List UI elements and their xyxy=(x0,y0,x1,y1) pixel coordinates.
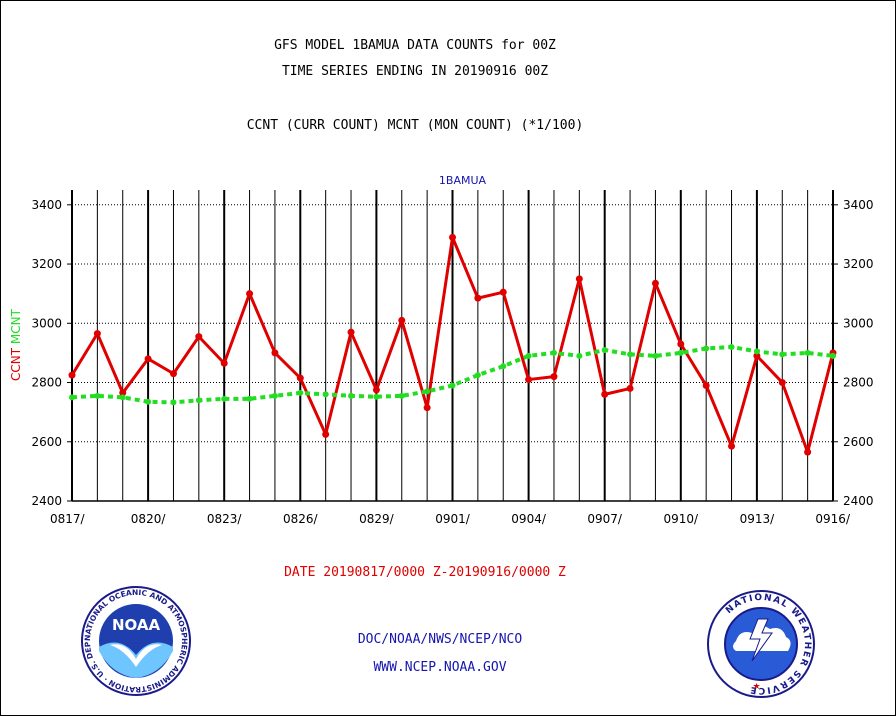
noaa-label: NOAA xyxy=(112,616,161,634)
x-tick-label: 0826/ xyxy=(283,512,319,526)
y-tick-label-right: 2800 xyxy=(843,376,874,390)
data-point-mcnt xyxy=(297,389,304,396)
data-point-ccnt xyxy=(575,275,583,283)
data-point-mcnt xyxy=(69,394,75,401)
data-point-mcnt xyxy=(576,352,583,359)
y-tick-label-left: 2600 xyxy=(31,435,62,449)
data-point-mcnt xyxy=(703,345,710,352)
data-point-mcnt xyxy=(271,392,278,399)
x-tick-label: 0829/ xyxy=(359,512,395,526)
data-point-mcnt xyxy=(550,349,557,356)
y-axis-label-ccnt: CCNT xyxy=(9,347,23,381)
data-point-mcnt xyxy=(627,351,634,358)
data-point-mcnt xyxy=(753,348,760,355)
data-point-mcnt xyxy=(195,397,202,404)
data-point-ccnt xyxy=(271,349,279,357)
y-tick-label-left: 2400 xyxy=(31,494,62,508)
panel-title: 1BAMUA xyxy=(439,174,487,187)
data-point-ccnt xyxy=(372,386,380,394)
data-point-ccnt xyxy=(398,316,406,324)
y-tick-label-right: 3400 xyxy=(843,198,874,212)
data-point-mcnt xyxy=(373,393,380,400)
x-tick-label: 0823/ xyxy=(207,512,243,526)
credit-line: DOC/NOAA/NWS/NCEP/NCO xyxy=(357,632,523,647)
data-point-ccnt xyxy=(601,390,609,398)
data-point-ccnt xyxy=(119,389,127,397)
y-tick-label-left: 2800 xyxy=(31,376,62,390)
data-point-ccnt xyxy=(296,374,304,382)
x-tick-label: 0913/ xyxy=(740,512,776,526)
data-point-mcnt xyxy=(348,392,355,399)
data-point-ccnt xyxy=(525,376,533,384)
date-range-label: DATE 20190817/0000 Z-20190916/0000 Z xyxy=(284,565,566,580)
data-point-mcnt xyxy=(246,395,253,402)
y-tick-label-left: 3000 xyxy=(31,316,62,330)
data-point-mcnt xyxy=(474,372,481,379)
data-point-ccnt xyxy=(246,290,254,298)
data-point-mcnt xyxy=(145,398,152,405)
data-point-mcnt xyxy=(424,388,431,395)
y-tick-label-right: 2600 xyxy=(843,435,874,449)
data-point-mcnt xyxy=(119,394,126,401)
data-point-ccnt xyxy=(220,359,228,367)
x-tick-label: 0904/ xyxy=(511,512,547,526)
y-axis-label-mcnt: MCNT xyxy=(9,308,23,348)
data-point-ccnt xyxy=(778,379,786,387)
data-point-ccnt xyxy=(347,328,355,336)
y-tick-label-right: 3200 xyxy=(843,257,874,271)
data-point-ccnt xyxy=(474,294,482,302)
data-point-ccnt xyxy=(728,442,736,450)
noaa-logo-icon: NATIONAL OCEANIC AND ATMOSPHERIC ADMINIS… xyxy=(80,585,191,696)
chart-title: GFS MODEL 1BAMUA DATA COUNTS for 00Z xyxy=(274,38,556,53)
data-point-ccnt xyxy=(144,355,152,363)
y-tick-label-left: 3400 xyxy=(31,198,62,212)
credit-url: WWW.NCEP.NOAA.GOV xyxy=(373,660,507,675)
x-tick-label: 0910/ xyxy=(664,512,700,526)
x-tick-label: 0820/ xyxy=(131,512,167,526)
data-point-mcnt xyxy=(398,392,405,399)
data-point-mcnt xyxy=(728,343,735,350)
data-point-ccnt xyxy=(423,404,431,412)
data-point-mcnt xyxy=(449,382,456,389)
data-point-ccnt xyxy=(702,381,710,389)
y-tick-label-right: 3000 xyxy=(843,316,874,330)
data-point-ccnt xyxy=(449,233,456,241)
data-point-ccnt xyxy=(677,340,685,348)
x-tick-label: 0907/ xyxy=(587,512,623,526)
data-point-ccnt xyxy=(499,288,507,296)
data-point-ccnt xyxy=(753,352,761,360)
chart-title-line2: TIME SERIES ENDING IN 20190916 00Z xyxy=(281,64,549,79)
y-tick-label-left: 3200 xyxy=(31,257,62,271)
data-point-mcnt xyxy=(830,352,836,359)
data-point-ccnt xyxy=(651,279,659,287)
data-point-mcnt xyxy=(525,352,532,359)
data-point-ccnt xyxy=(804,448,812,456)
y-tick-label-right: 2400 xyxy=(843,494,874,508)
data-point-mcnt xyxy=(804,349,811,356)
nws-logo-icon: NATIONAL WEATHER SERVICE xyxy=(707,590,815,698)
data-point-mcnt xyxy=(677,349,684,356)
data-point-ccnt xyxy=(169,370,177,378)
data-point-mcnt xyxy=(94,392,101,399)
data-point-mcnt xyxy=(170,399,177,406)
data-point-ccnt xyxy=(195,333,203,341)
data-point-ccnt xyxy=(550,373,558,381)
data-point-mcnt xyxy=(500,363,507,370)
data-point-ccnt xyxy=(93,330,101,338)
data-point-mcnt xyxy=(322,391,329,398)
x-tick-label: 0901/ xyxy=(435,512,471,526)
data-point-ccnt xyxy=(626,384,634,392)
chart-subtitle: CCNT (CURR COUNT) MCNT (MON COUNT) (*1/1… xyxy=(246,118,584,133)
data-point-mcnt xyxy=(779,351,786,358)
x-tick-label: 0817/ xyxy=(50,512,86,526)
data-point-mcnt xyxy=(221,395,228,402)
x-tick-label: 0916/ xyxy=(815,512,851,526)
data-point-mcnt xyxy=(652,352,659,359)
data-point-ccnt xyxy=(322,430,330,438)
y-axis-label: CCNT MCNT xyxy=(9,308,23,381)
data-point-mcnt xyxy=(601,346,608,353)
data-point-ccnt xyxy=(68,371,76,379)
